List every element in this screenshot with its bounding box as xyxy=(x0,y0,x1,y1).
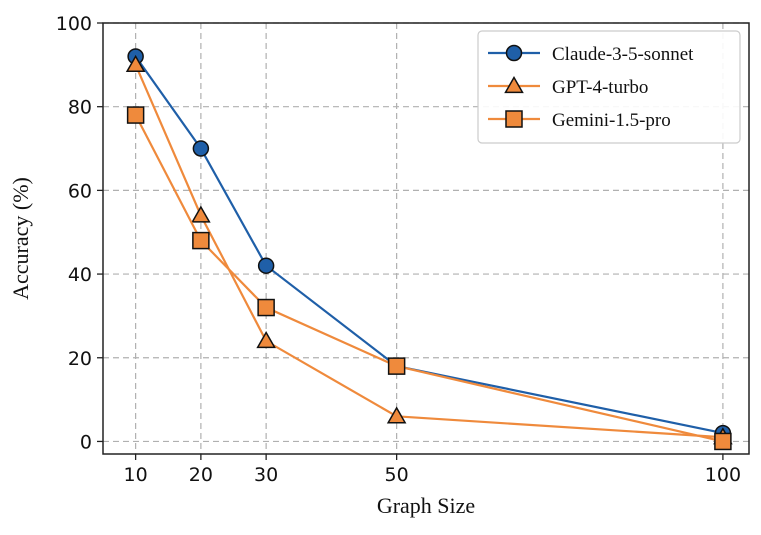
data-point-gemini-1-5-pro xyxy=(126,106,145,124)
legend-label-claude-3-5-sonnet: Claude-3-5-sonnet xyxy=(552,44,694,65)
data-point-gemini-1-5-pro xyxy=(257,298,275,317)
series-layer xyxy=(125,48,733,451)
data-point-gemini-1-5-pro xyxy=(192,231,210,250)
legend-marker-gpt-4-turbo xyxy=(504,75,524,94)
x-tick-label: 30 xyxy=(254,464,278,486)
y-tick-label: 80 xyxy=(68,97,92,119)
y-tick-label: 60 xyxy=(68,180,92,202)
tick-layer: 10 20 30 50 100 0 20 40 60 80 100 xyxy=(56,13,741,486)
plot-frame xyxy=(102,22,750,455)
y-axis-title: Accuracy (%) xyxy=(8,177,33,300)
legend-item-gemini-1-5-pro: Gemini-1.5-pro xyxy=(488,110,671,131)
data-point-gpt-4-turbo xyxy=(125,54,146,72)
y-tick-label: 40 xyxy=(68,264,92,286)
legend-item-claude-3-5-sonnet: Claude-3-5-sonnet xyxy=(488,44,694,65)
legend-item-gpt-4-turbo: GPT-4-turbo xyxy=(488,75,648,98)
series-claude-3-5-sonnet xyxy=(127,48,732,442)
legend-box xyxy=(477,30,741,144)
data-point-gpt-4-turbo xyxy=(386,406,407,424)
data-point-gemini-1-5-pro xyxy=(714,432,732,451)
legend-label-gpt-4-turbo: GPT-4-turbo xyxy=(552,77,648,98)
data-point-claude-3-5-sonnet xyxy=(192,140,210,157)
legend-label-gemini-1-5-pro: Gemini-1.5-pro xyxy=(552,110,671,131)
legend: Claude-3-5-sonnet GPT-4-turbo Gemini-1.5-p… xyxy=(477,30,741,144)
data-point-claude-3-5-sonnet xyxy=(257,257,275,274)
x-tick-label: 50 xyxy=(385,464,409,486)
y-tick-label: 0 xyxy=(80,431,92,453)
data-point-gpt-4-turbo xyxy=(191,205,211,223)
legend-marker-gemini-1-5-pro xyxy=(505,110,523,128)
x-tick-label: 100 xyxy=(705,464,741,486)
x-tick-label: 20 xyxy=(189,464,213,486)
series-line-gemini-1-5-pro xyxy=(134,114,724,443)
legend-marker-claude-3-5-sonnet xyxy=(505,44,523,62)
x-axis-title: Graph Size xyxy=(377,493,475,518)
data-point-gemini-1-5-pro xyxy=(387,357,406,375)
x-tick-label: 10 xyxy=(124,464,148,486)
series-gemini-1-5-pro xyxy=(126,106,732,451)
y-tick-label: 20 xyxy=(68,348,92,370)
y-tick-label: 100 xyxy=(56,13,92,35)
data-point-gpt-4-turbo xyxy=(256,331,276,349)
